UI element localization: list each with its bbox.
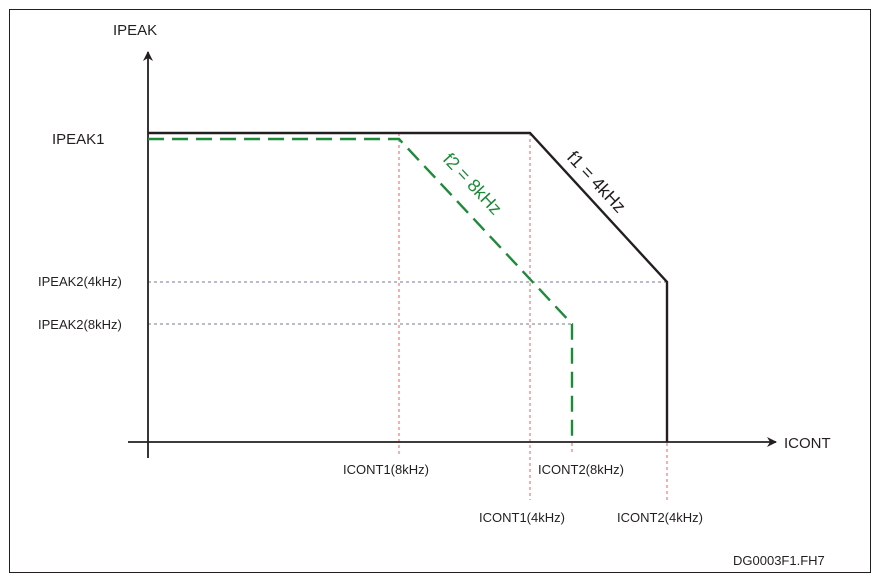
label-icont2-4khz: ICONT2(4kHz) xyxy=(617,510,703,525)
x-axis-label: ICONT xyxy=(784,435,831,452)
label-icont1-4khz: ICONT1(4kHz) xyxy=(479,510,565,525)
label-ipeak1: IPEAK1 xyxy=(52,131,105,148)
y-axis-label: IPEAK xyxy=(113,22,157,39)
curve-f2-8khz xyxy=(148,137,574,442)
figure-id: DG0003F1.FH7 xyxy=(733,553,825,568)
guide-lines xyxy=(148,133,668,500)
curve-f1-4khz xyxy=(148,131,669,442)
label-ipeak2-8khz: IPEAK2(8kHz) xyxy=(38,317,122,332)
label-icont2-8khz: ICONT2(8kHz) xyxy=(538,462,624,477)
label-icont1-8khz: ICONT1(8kHz) xyxy=(343,462,429,477)
label-ipeak2-4khz: IPEAK2(4kHz) xyxy=(38,274,122,289)
label-curve-f2: f2 = 8kHz xyxy=(439,149,506,219)
diagram-frame xyxy=(9,9,871,573)
